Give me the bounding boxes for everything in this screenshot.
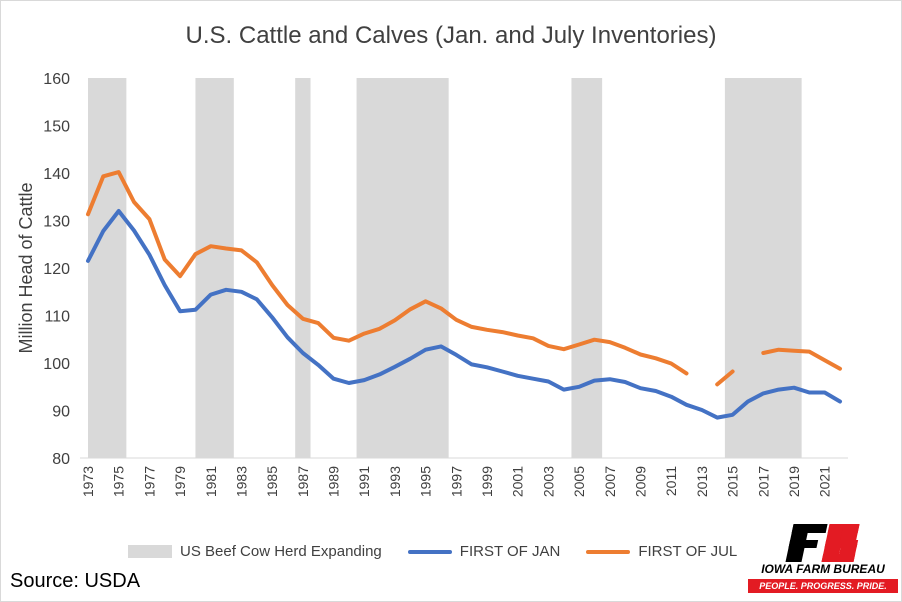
x-tick-label: 1995	[418, 466, 434, 497]
x-tick-label: 1985	[264, 466, 280, 497]
x-tick-label: 1987	[295, 466, 311, 497]
x-tick-label: 2003	[540, 466, 556, 497]
x-tick-label: 2017	[755, 466, 771, 497]
logo-name: IOWA FARM BUREAU	[761, 562, 885, 576]
legend-label-shaded: US Beef Cow Herd Expanding	[180, 543, 382, 560]
x-tick-label: 2021	[817, 466, 833, 497]
legend: US Beef Cow Herd Expanding FIRST OF JAN …	[128, 543, 763, 560]
y-tick-label: 110	[44, 309, 70, 326]
shaded-period-2	[295, 78, 311, 458]
series-line-0-segment-0	[86, 209, 842, 420]
legend-label-jul: FIRST OF JUL	[638, 543, 738, 560]
legend-swatch-shaded	[128, 545, 172, 558]
series-line-1-segment-2	[761, 347, 842, 371]
legend-item-jul: FIRST OF JUL	[586, 543, 737, 560]
x-tick-label: 2011	[663, 466, 679, 496]
farm-bureau-logo	[785, 524, 860, 562]
y-tick-label: 140	[43, 166, 70, 183]
legend-label-jan: FIRST OF JAN	[459, 543, 561, 560]
x-tick-label: 1997	[448, 466, 464, 497]
x-tick-label: 2015	[725, 466, 741, 497]
y-tick-label: 160	[43, 71, 70, 88]
series-line-1-segment-0	[86, 170, 689, 376]
chart-title: U.S. Cattle and Calves (Jan. and July In…	[185, 22, 717, 49]
x-tick-label: 1999	[479, 466, 495, 497]
y-tick-label: 150	[43, 119, 70, 136]
x-axis: 1973 1975 1977 1979 1981 1983 1985 1987 1989 1991…	[80, 457, 848, 497]
shaded-period-5	[724, 78, 802, 458]
y-tick-label: 100	[43, 356, 70, 373]
shaded-period-0	[88, 78, 127, 458]
x-tick-label: 1983	[233, 466, 249, 497]
x-tick-label: 1975	[111, 466, 127, 497]
x-tick-label: 2001	[510, 466, 526, 497]
shaded-period-1	[195, 78, 234, 458]
x-tick-label: 2019	[786, 466, 802, 497]
series-line-1-segment-1	[715, 369, 735, 387]
x-tick-label: 1977	[141, 466, 157, 497]
x-tick-label: 1979	[172, 466, 188, 497]
y-tick-label: 120	[43, 261, 70, 278]
x-tick-label: 1981	[203, 466, 219, 497]
y-axis: 80 90 100 110 120 130 140 150 160	[43, 71, 70, 468]
legend-swatch-jul	[586, 549, 631, 554]
source-note: Source: USDA	[10, 570, 141, 592]
x-tick-label: 1993	[387, 466, 403, 497]
x-tick-label: 1991	[356, 466, 372, 497]
series-lines	[86, 170, 842, 420]
x-tick-label: 2005	[571, 466, 587, 497]
legend-swatch-jan	[407, 549, 452, 554]
shaded-period-4	[571, 78, 603, 458]
shaded-periods	[88, 78, 802, 458]
logo-tagline: PEOPLE. PROGRESS. PRIDE.	[748, 579, 898, 593]
y-tick-label: 130	[43, 214, 70, 231]
x-tick-label: 1973	[80, 466, 96, 497]
x-tick-label: 2013	[694, 466, 710, 497]
y-axis-label: Million Head of Cattle	[16, 182, 36, 353]
y-tick-label: 90	[52, 404, 70, 421]
legend-item-shaded: US Beef Cow Herd Expanding	[128, 543, 382, 560]
y-tick-label: 80	[52, 451, 70, 468]
x-tick-label: 1989	[326, 466, 342, 497]
legend-item-jan: FIRST OF JAN	[407, 543, 561, 560]
x-tick-label: 2007	[602, 466, 618, 497]
x-tick-label: 2009	[632, 466, 648, 497]
shaded-period-3	[356, 78, 449, 458]
